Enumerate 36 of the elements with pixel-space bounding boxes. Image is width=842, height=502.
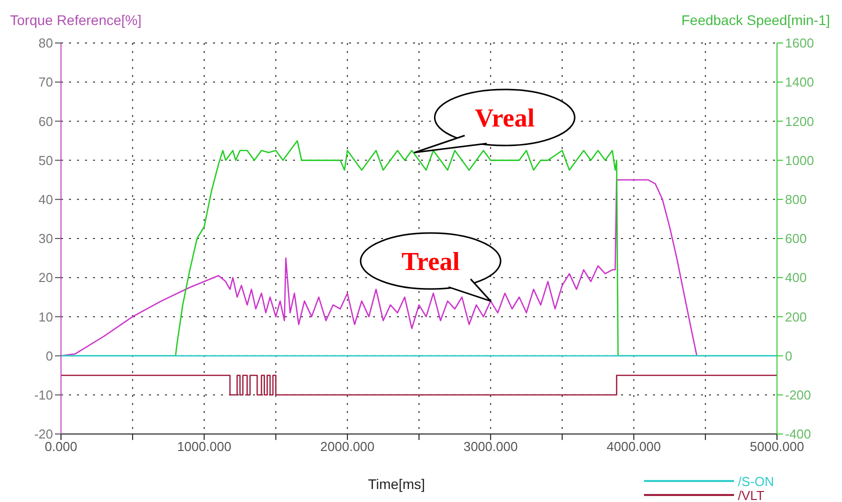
y-tick-label: -10	[34, 388, 53, 403]
text: /VLT	[738, 488, 764, 502]
y2-tick-label: 600	[785, 231, 807, 246]
x-tick-label: 3000.000	[463, 439, 518, 454]
y2-tick-label: 1600	[785, 36, 814, 51]
text: /S-ON	[738, 474, 774, 488]
y2-tick-label: 0	[785, 348, 792, 364]
y-tick-label: 10	[38, 309, 53, 324]
x-tick-label: 2000.000	[320, 439, 375, 454]
x-axis-title: Time[ms]	[368, 476, 426, 492]
y-tick-label: 70	[38, 74, 53, 90]
x-tick-label: 0.000	[44, 439, 78, 454]
y2-axis-title: Feedback Speed[min-1]	[681, 12, 830, 28]
y2-tick-label: 400	[785, 270, 807, 286]
y-tick-label: 60	[38, 114, 53, 129]
x-tick-label: 4000.000	[606, 439, 661, 454]
y-tick-label: -20	[34, 426, 53, 442]
y2-tick-label: -400	[785, 426, 812, 442]
annotation: Treal	[401, 247, 460, 276]
y-tick-label: 20	[38, 270, 53, 286]
y2-tick-label: 200	[785, 309, 807, 324]
y2-tick-label: 1000	[785, 152, 814, 168]
x-tick-label: 5000.000	[750, 439, 804, 454]
y2-tick-label: 800	[785, 192, 807, 208]
annotation: Vreal	[474, 103, 535, 132]
x-tick-label: 1000.000	[177, 439, 232, 454]
y-tick-label: 80	[38, 36, 53, 51]
y-tick-label: 30	[38, 231, 53, 246]
y2-tick-label: -200	[785, 388, 812, 403]
y-axis-title: Torque Reference[%]	[10, 12, 142, 28]
line-series	[61, 179, 698, 356]
y-tick-label: 40	[38, 192, 53, 208]
y-tick-label: 50	[38, 152, 53, 168]
y2-tick-label: 1200	[785, 114, 814, 129]
y2-tick-label: 1400	[785, 74, 814, 90]
y-tick-label: 0	[46, 348, 53, 364]
